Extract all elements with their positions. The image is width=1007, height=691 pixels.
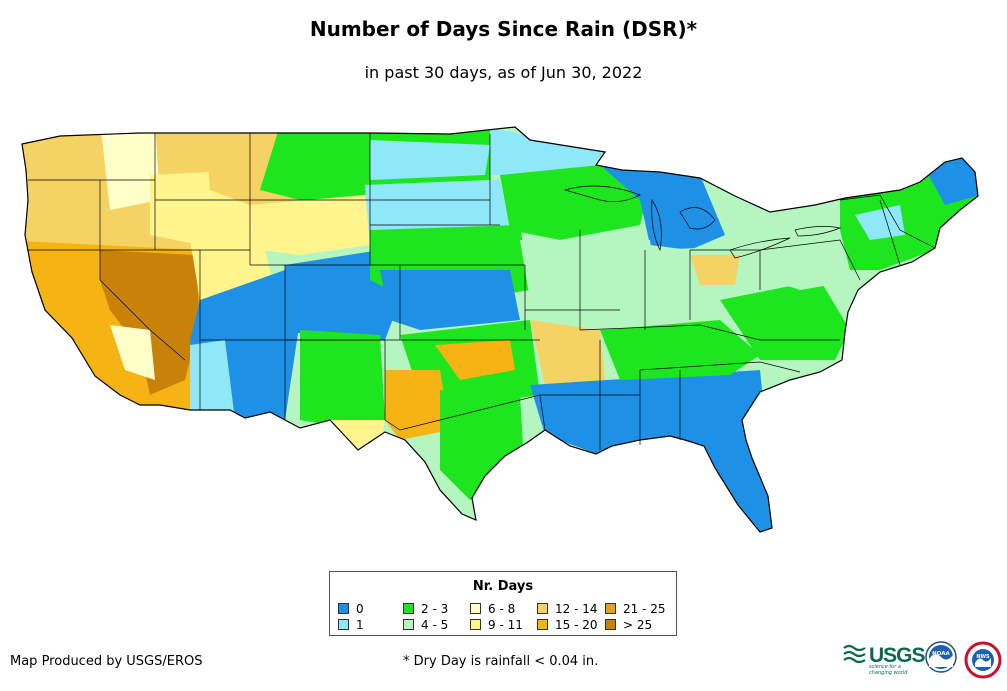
legend-swatch-3 [403,619,414,630]
legend-title: Nr. Days [472,579,534,594]
legend-label: 2 - 3 [421,602,449,616]
legend-item-4: 6 - 8 [470,603,515,615]
legend-item-3: 4 - 5 [403,619,448,631]
usgs-logo: USGS science for a changing world [843,644,926,676]
usgs-wave-icon [843,644,866,664]
legend-item-1: 1 [338,619,364,631]
legend-item-5: 9 - 11 [470,619,523,631]
legend-item-2: 2 - 3 [403,603,448,615]
legend-swatch-7 [537,619,548,630]
legend-item-9: > 25 [605,619,652,631]
legend-item-6: 12 - 14 [537,603,598,615]
noaa-logo-icon: NOAA [925,641,957,673]
legend-item-8: 21 - 25 [605,603,666,615]
legend-swatch-2 [403,603,414,614]
legend-label: 12 - 14 [555,602,598,616]
legend-label: > 25 [623,618,653,632]
legend: Nr. Days 0 1 2 - 3 4 - 5 6 - 8 9 - 11 12… [329,571,677,636]
legend-swatch-5 [470,619,481,630]
map-subtitle: in past 30 days, as of Jun 30, 2022 [364,63,643,82]
legend-swatch-0 [338,603,349,614]
footnote: * Dry Day is rainfall < 0.04 in. [403,654,599,669]
legend-label: 9 - 11 [488,618,523,632]
legend-swatch-9 [605,619,616,630]
usgs-wordmark: USGS [869,644,926,667]
dsr-zones [22,127,978,532]
legend-label: 1 [356,618,364,632]
legend-swatch-8 [605,603,616,614]
legend-swatch-1 [338,619,349,630]
nws-wordmark: NWS [976,654,990,660]
state-borders [28,133,936,450]
legend-item-0: 0 [338,603,364,615]
legend-label: 15 - 20 [555,618,598,632]
legend-label: 4 - 5 [421,618,449,632]
map-credit: Map Produced by USGS/EROS [10,654,203,669]
legend-label: 6 - 8 [488,602,516,616]
legend-swatch-4 [470,603,481,614]
map-title: Number of Days Since Rain (DSR)* [309,17,698,41]
legend-item-7: 15 - 20 [537,619,598,631]
usgs-tagline: science for a changing world [869,664,908,676]
nws-logo-icon: NWS [964,641,1002,679]
legend-swatch-6 [537,603,548,614]
noaa-wordmark: NOAA [932,651,950,657]
legend-label: 0 [356,602,364,616]
legend-label: 21 - 25 [623,602,666,616]
